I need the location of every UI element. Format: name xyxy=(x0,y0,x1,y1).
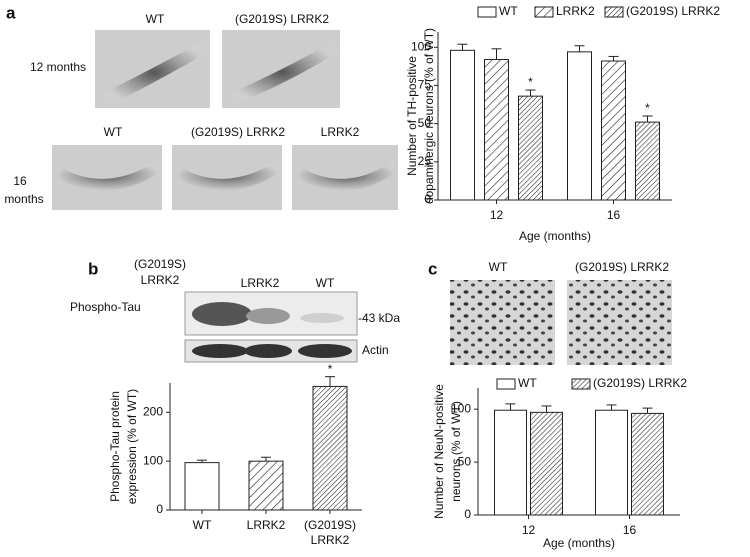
y-axis-label: Phospho-Tau protein xyxy=(108,391,122,502)
y-axis-label: Number of TH-positive xyxy=(405,56,419,176)
image-label: (G2019S) LRRK2 xyxy=(235,12,329,26)
x-tick-label: LRRK2 xyxy=(247,518,286,532)
legend-label: WT xyxy=(499,4,518,18)
bar xyxy=(595,409,628,516)
bar xyxy=(184,462,220,511)
y-axis-label: neurons (% of WT) xyxy=(449,401,463,502)
significance-mark: * xyxy=(645,101,650,115)
blot-label: Phospho-Tau xyxy=(70,300,141,314)
bar xyxy=(635,121,660,201)
y-tick-label: 0 xyxy=(424,192,431,206)
bar xyxy=(518,95,543,201)
image-label: WT xyxy=(146,12,165,26)
legend-swatch xyxy=(571,378,591,390)
image-label: WT xyxy=(489,260,508,274)
image-label: LRRK2 xyxy=(321,125,360,139)
legend-label: LRRK2 xyxy=(556,4,595,18)
panel-label: b xyxy=(88,259,98,278)
bar xyxy=(248,460,284,511)
bar xyxy=(484,58,509,201)
panel-label: c xyxy=(428,259,437,278)
y-tick-label: 50 xyxy=(418,116,432,130)
image-label: (G2019S) LRRK2 xyxy=(191,125,285,139)
bar xyxy=(601,60,626,201)
x-tick-label: WT xyxy=(193,518,212,532)
lane-label: WT xyxy=(316,276,335,290)
y-tick-label: 100 xyxy=(143,453,163,467)
y-tick-label: 0 xyxy=(464,507,471,521)
significance-mark: * xyxy=(528,75,533,89)
bar xyxy=(312,385,348,511)
legend-label: (G2019S) LRRK2 xyxy=(593,376,687,390)
y-tick-label: 0 xyxy=(156,502,163,516)
mw-marker: -43 kDa xyxy=(358,311,400,325)
lane-label: LRRK2 xyxy=(241,276,280,290)
bar xyxy=(530,411,563,516)
x-tick-label: 12 xyxy=(522,523,536,537)
y-axis-label: dopaminergic neurons (% of WT) xyxy=(422,28,436,204)
row-label: 12 months xyxy=(30,60,86,74)
image-label: (G2019S) LRRK2 xyxy=(575,260,669,274)
y-tick-label: 100 xyxy=(451,401,471,415)
panel-label: a xyxy=(6,3,16,22)
legend-swatch xyxy=(496,378,516,390)
y-tick-label: 25 xyxy=(418,154,432,168)
x-tick-label: (G2019S) xyxy=(304,518,356,532)
y-tick-label: 75 xyxy=(418,78,432,92)
bar xyxy=(450,49,475,201)
row-label: 16 xyxy=(13,174,27,188)
x-tick-label: 12 xyxy=(490,208,504,222)
blots xyxy=(184,291,358,363)
y-axis-label: Number of NeuN-positive xyxy=(432,384,446,519)
x-axis-label: Age (months) xyxy=(543,536,615,550)
y-tick-label: 100 xyxy=(411,39,431,53)
micrographs xyxy=(450,280,672,365)
lane-label: (G2019S) xyxy=(134,257,186,271)
bar xyxy=(631,412,664,516)
x-axis-label: Age (months) xyxy=(519,229,591,243)
legend-label: (G2019S) LRRK2 xyxy=(626,4,720,18)
micrographs xyxy=(52,30,398,210)
legend-swatch xyxy=(604,6,624,18)
row-label: months xyxy=(4,192,43,206)
legend-swatch xyxy=(534,6,554,18)
blot-label: Actin xyxy=(362,343,389,357)
x-tick-label: 16 xyxy=(623,523,637,537)
legend-swatch xyxy=(477,6,497,18)
significance-mark: * xyxy=(328,362,333,376)
bar xyxy=(567,51,592,201)
bar xyxy=(494,409,527,516)
lane-label: LRRK2 xyxy=(141,273,180,287)
y-tick-label: 50 xyxy=(458,454,472,468)
legend-label: WT xyxy=(518,376,537,390)
image-label: WT xyxy=(104,125,123,139)
y-axis-label: expression (% of WT) xyxy=(125,389,139,504)
x-tick-label: 16 xyxy=(607,208,621,222)
x-tick-label: LRRK2 xyxy=(311,533,350,547)
y-tick-label: 200 xyxy=(143,404,163,418)
